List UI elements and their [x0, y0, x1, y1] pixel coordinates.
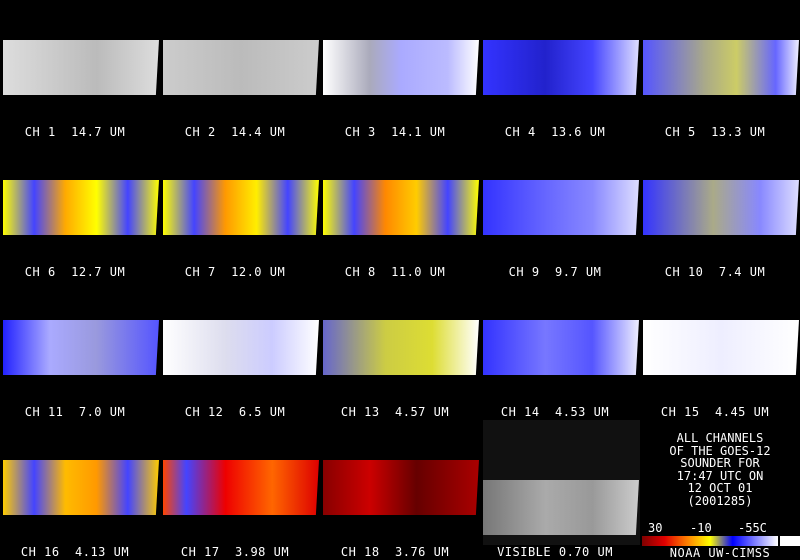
satellite-image — [483, 320, 639, 375]
channel-label: CH 10 7.4 UM — [664, 265, 766, 279]
channel-label: CH 5 13.3 UM — [664, 125, 766, 139]
info-block: ALL CHANNELS OF THE GOES-12 SOUNDER FOR 17:… — [645, 432, 795, 507]
channel-label: CH 17 3.98 UM — [180, 545, 290, 559]
satellite-image — [323, 320, 479, 375]
channel-label: CH 6 12.7 UM — [24, 265, 126, 279]
channel-label: CH 11 7.0 UM — [24, 405, 126, 419]
channel-label: CH 15 4.45 UM — [660, 405, 770, 419]
satellite-image — [163, 40, 319, 95]
channel-label: CH 14 4.53 UM — [500, 405, 610, 419]
satellite-image — [163, 320, 319, 375]
info-line: ALL CHANNELS — [676, 431, 764, 445]
satellite-image — [3, 460, 159, 515]
satellite-image — [323, 40, 479, 95]
info-line: 12 OCT 01 — [687, 481, 753, 495]
channel-label: CH 9 9.7 UM — [508, 265, 602, 279]
channel-label: CH 2 14.4 UM — [184, 125, 286, 139]
satellite-image — [643, 40, 799, 95]
satellite-image — [3, 180, 159, 235]
colorbar-label: -55C — [738, 521, 767, 535]
satellite-image — [3, 320, 159, 375]
satellite-image — [643, 320, 799, 375]
channel-label: CH 8 11.0 UM — [344, 265, 446, 279]
info-line: 17:47 UTC ON — [676, 468, 764, 483]
channel-label: CH 1 14.7 UM — [24, 125, 126, 139]
channel-label: CH 18 3.76 UM — [340, 545, 450, 559]
info-line: (2001285) — [687, 493, 753, 508]
channel-label: VISIBLE 0.70 UM — [497, 545, 613, 559]
colorbar — [642, 536, 778, 546]
credit: NOAA UW-CIMSS — [669, 546, 771, 560]
satellite-image — [163, 180, 319, 235]
info-line: SOUNDER FOR — [680, 456, 760, 470]
channel-label: CH 7 12.0 UM — [184, 265, 286, 279]
satellite-image — [163, 460, 319, 515]
channel-label: CH 12 6.5 UM — [184, 405, 286, 419]
colorbar-label: 30 — [648, 521, 663, 535]
satellite-image — [643, 180, 799, 235]
satellite-image — [483, 180, 639, 235]
channel-label: CH 13 4.57 UM — [340, 405, 450, 419]
channel-label: CH 3 14.1 UM — [344, 125, 446, 139]
colorbar-label: -10 — [690, 521, 712, 535]
channel-label: CH 4 13.6 UM — [504, 125, 606, 139]
info-line: OF THE GOES-12 — [669, 443, 771, 458]
satellite-image — [323, 460, 479, 515]
satellite-image — [483, 480, 639, 535]
satellite-image — [323, 180, 479, 235]
colorbar-white — [780, 536, 800, 546]
satellite-image — [3, 40, 159, 95]
channel-label: CH 16 4.13 UM — [20, 545, 130, 559]
satellite-image — [483, 40, 639, 95]
